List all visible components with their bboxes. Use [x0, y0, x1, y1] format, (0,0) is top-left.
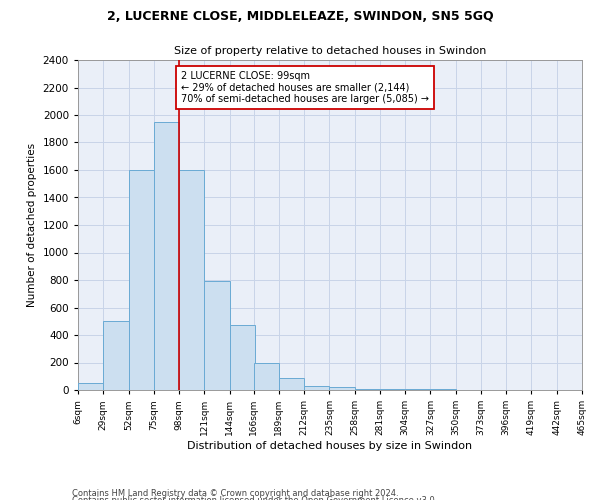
Bar: [304, 386, 329, 390]
Bar: [355, 388, 380, 390]
Bar: [230, 326, 255, 390]
Text: Contains HM Land Registry data © Crown copyright and database right 2024.: Contains HM Land Registry data © Crown c…: [72, 488, 398, 498]
Bar: [254, 362, 279, 390]
Bar: [329, 387, 355, 390]
Bar: [103, 322, 128, 390]
Text: 2, LUCERNE CLOSE, MIDDLELEAZE, SWINDON, SN5 5GQ: 2, LUCERNE CLOSE, MIDDLELEAZE, SWINDON, …: [107, 10, 493, 23]
Bar: [279, 378, 304, 390]
Bar: [78, 383, 103, 390]
Bar: [128, 170, 154, 390]
X-axis label: Distribution of detached houses by size in Swindon: Distribution of detached houses by size …: [187, 441, 473, 451]
Text: Contains public sector information licensed under the Open Government Licence v3: Contains public sector information licen…: [72, 496, 437, 500]
Bar: [179, 170, 204, 390]
Bar: [154, 122, 179, 390]
Title: Size of property relative to detached houses in Swindon: Size of property relative to detached ho…: [174, 46, 486, 56]
Y-axis label: Number of detached properties: Number of detached properties: [27, 143, 37, 307]
Text: 2 LUCERNE CLOSE: 99sqm
← 29% of detached houses are smaller (2,144)
70% of semi-: 2 LUCERNE CLOSE: 99sqm ← 29% of detached…: [181, 71, 429, 104]
Bar: [204, 282, 230, 390]
